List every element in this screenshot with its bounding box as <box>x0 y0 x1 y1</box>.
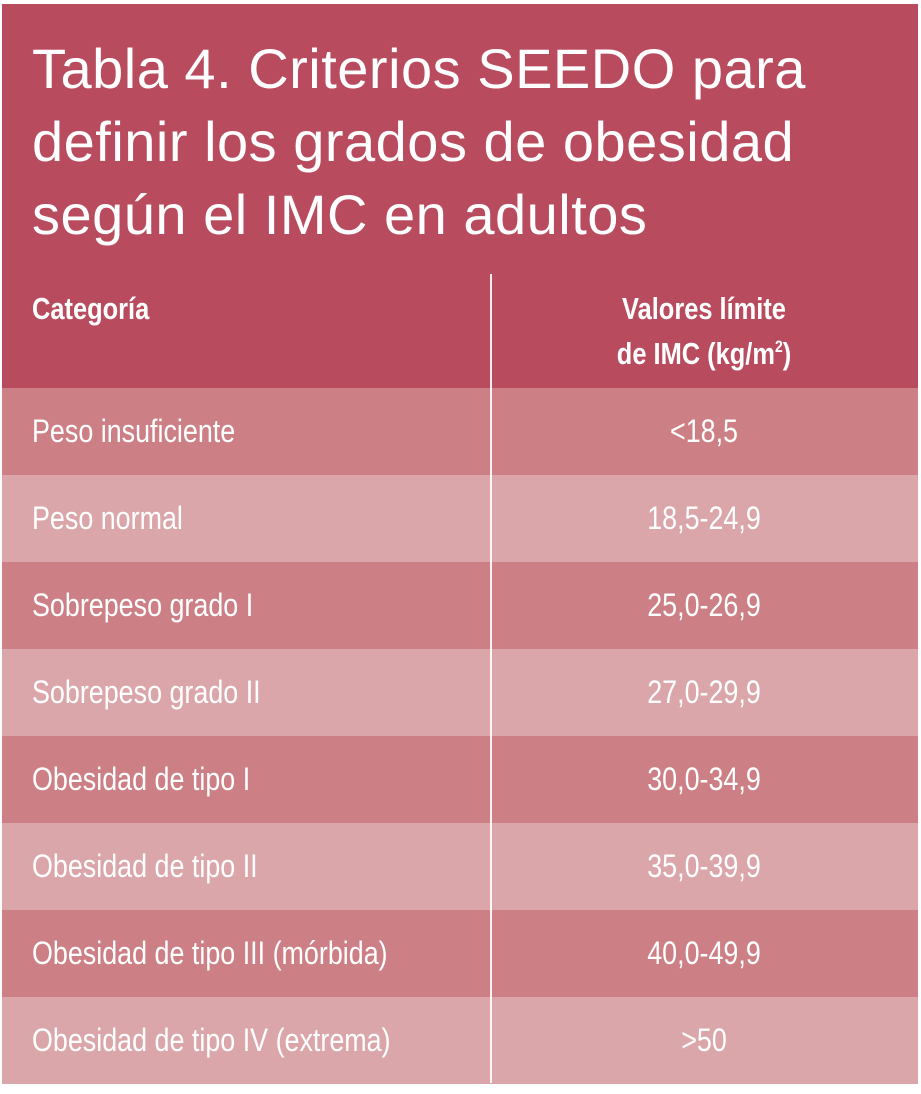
row-category: Obesidad de tipo III (mórbida) <box>32 935 388 971</box>
row-category: Peso normal <box>32 500 183 536</box>
row-category: Peso insuficiente <box>32 413 236 449</box>
header-values-close: ) <box>782 336 792 371</box>
header-category: Categoría <box>32 291 150 326</box>
table-row: Obesidad de tipo II 35,0-39,9 <box>2 823 918 910</box>
table-header: Categoría Valores límite de IMC (kg/m2) <box>2 274 918 388</box>
row-value: <18,5 <box>669 413 739 449</box>
row-value: 27,0-29,9 <box>647 674 761 710</box>
table-row: Obesidad de tipo I 30,0-34,9 <box>2 736 918 823</box>
row-value: 40,0-49,9 <box>647 935 761 971</box>
header-values-line1: Valores límite <box>622 291 786 326</box>
row-category: Obesidad de tipo IV (extrema) <box>32 1022 391 1058</box>
header-values-superscript: 2 <box>774 337 783 356</box>
row-value: 25,0-26,9 <box>647 587 761 623</box>
row-category: Sobrepeso grado II <box>32 674 261 710</box>
table-row: Sobrepeso grado I 25,0-26,9 <box>2 562 918 649</box>
row-category: Obesidad de tipo II <box>32 848 258 884</box>
criteria-table: Tabla 4. Criterios SEEDO para definir lo… <box>2 4 918 1084</box>
row-value: 18,5-24,9 <box>647 500 761 536</box>
row-value: 30,0-34,9 <box>647 761 761 797</box>
table-row: Obesidad de tipo III (mórbida) 40,0-49,9 <box>2 910 918 997</box>
table-row: Peso insuficiente <18,5 <box>2 388 918 475</box>
table-body: Peso insuficiente <18,5 Peso normal 18,5… <box>2 388 918 1084</box>
table-row: Obesidad de tipo IV (extrema) >50 <box>2 997 918 1084</box>
row-category: Obesidad de tipo I <box>32 761 251 797</box>
row-value: >50 <box>681 1022 727 1058</box>
header-values-unit: de IMC (kg/m <box>616 336 775 371</box>
table-row: Sobrepeso grado II 27,0-29,9 <box>2 649 918 736</box>
table-row: Peso normal 18,5-24,9 <box>2 475 918 562</box>
header-values-line2: de IMC (kg/m2) <box>529 328 880 373</box>
header-values: Valores límite de IMC (kg/m2) <box>529 290 880 373</box>
row-category: Sobrepeso grado I <box>32 587 254 623</box>
table-title: Tabla 4. Criterios SEEDO para definir lo… <box>32 37 806 246</box>
row-value: 35,0-39,9 <box>647 848 761 884</box>
column-divider <box>490 274 492 1083</box>
